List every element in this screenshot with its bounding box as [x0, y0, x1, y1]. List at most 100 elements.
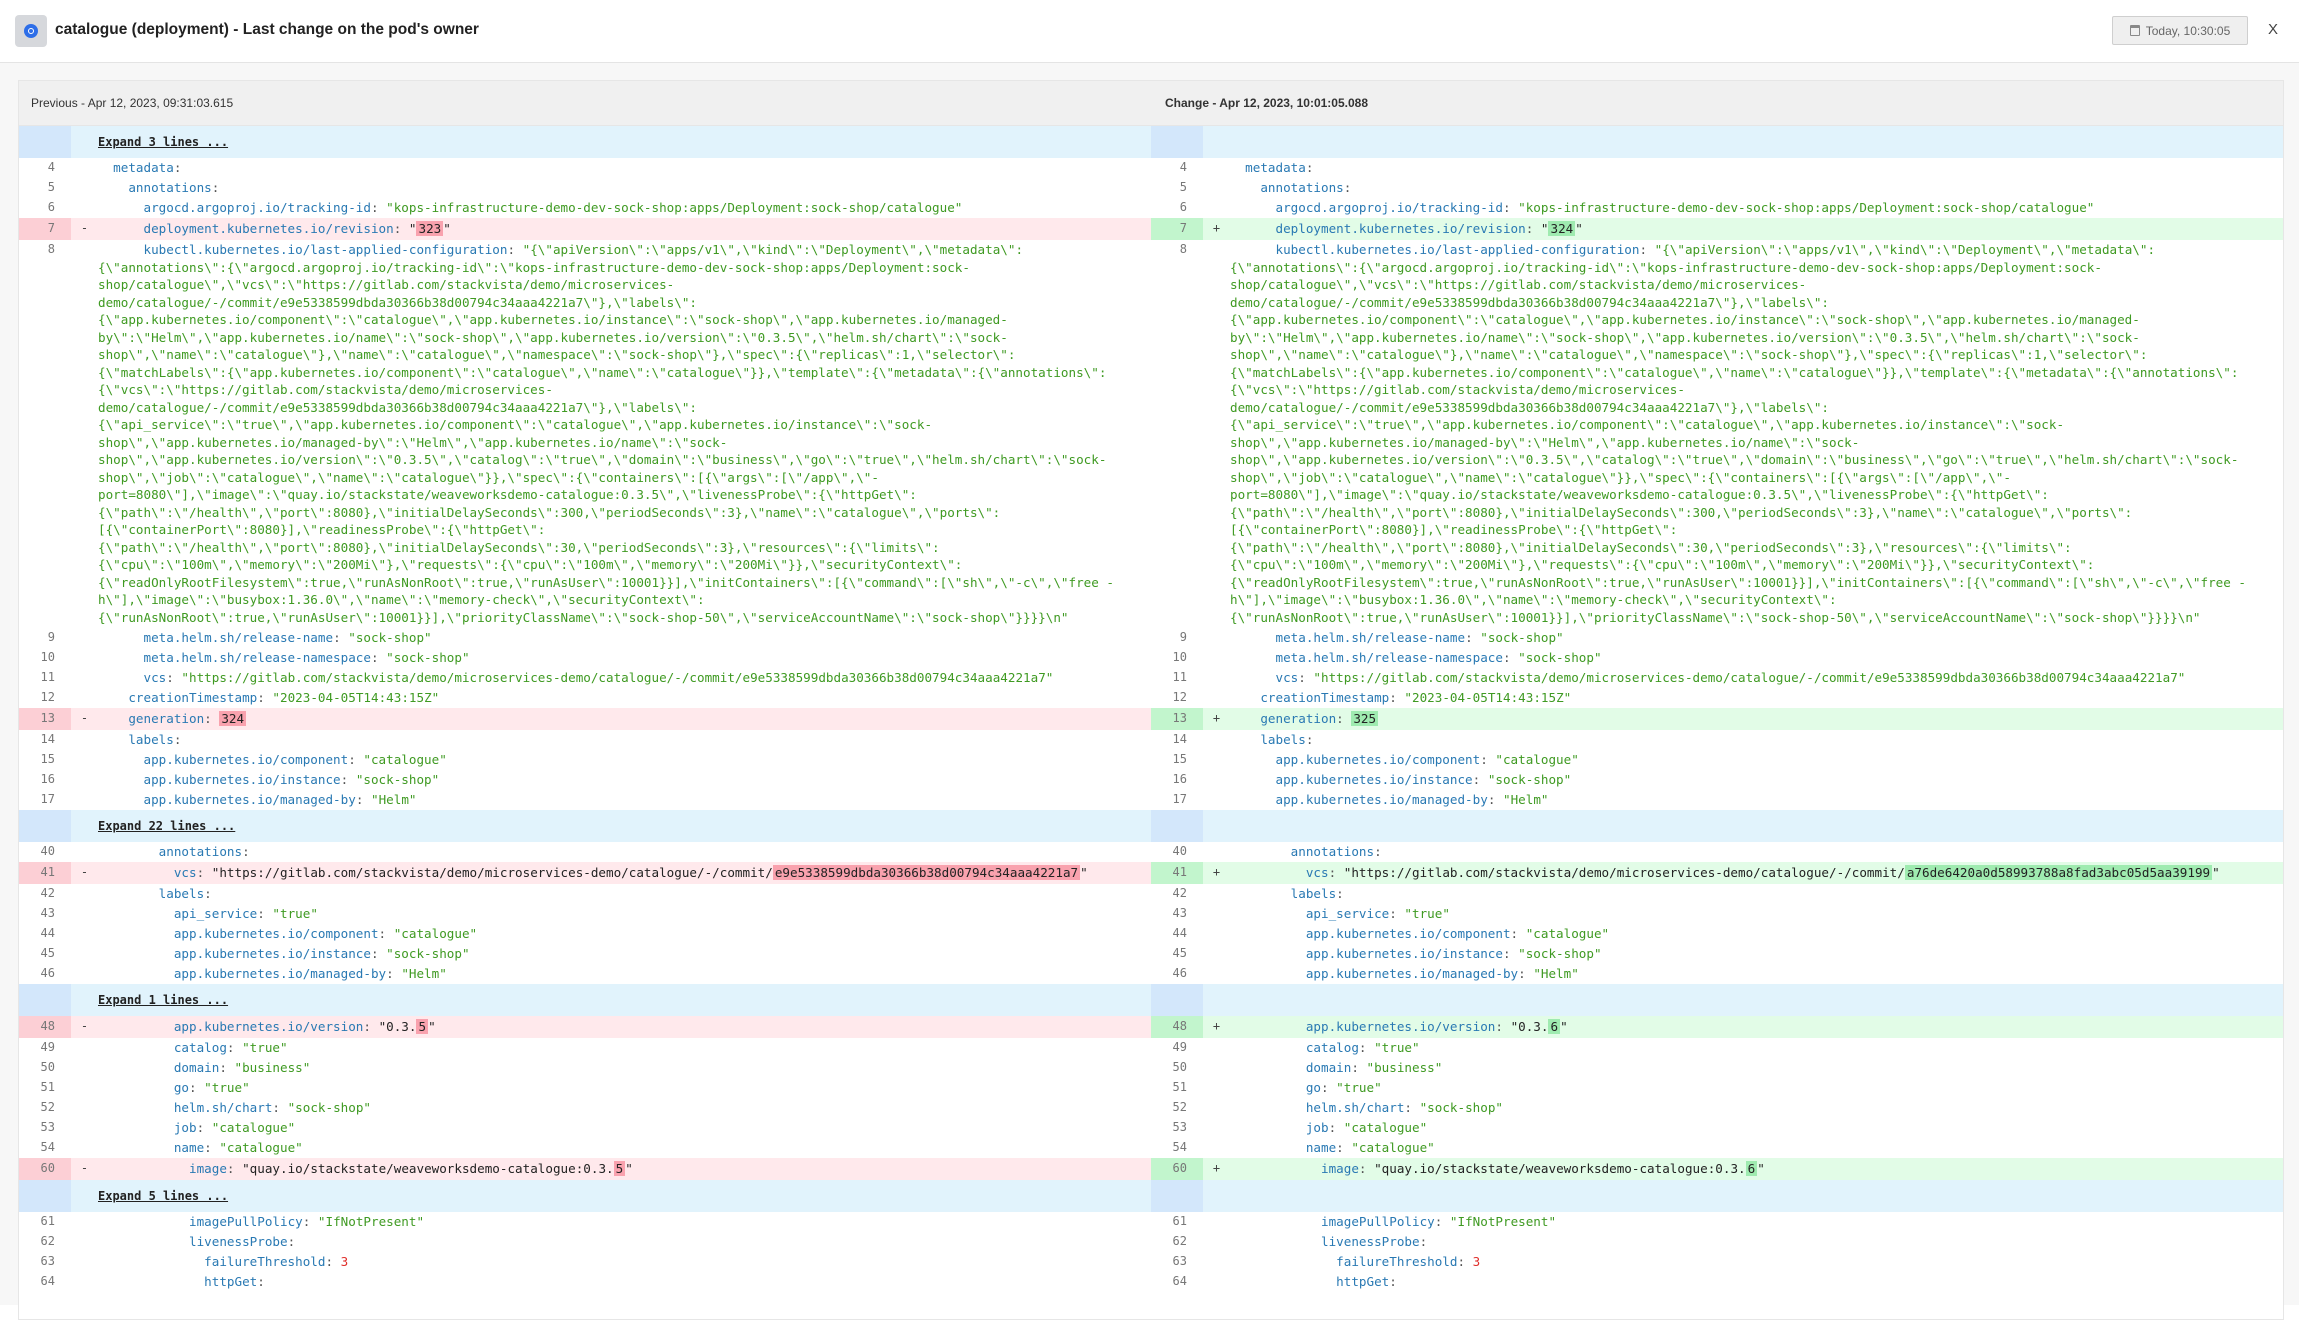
- code-line: annotations:: [1230, 178, 2283, 198]
- code-line: app.kubernetes.io/instance: "sock-shop": [1230, 944, 2283, 964]
- yaml-punctuation: :: [1321, 1079, 1337, 1095]
- time-selector-button[interactable]: Today, 10:30:05: [2112, 16, 2248, 45]
- yaml-punctuation: :: [189, 1079, 205, 1095]
- yaml-string: "Helm": [1533, 965, 1579, 981]
- yaml-key: generation: [1260, 710, 1337, 726]
- yaml-key: go: [1305, 1079, 1321, 1095]
- code-line: catalog: "true": [98, 1038, 1151, 1058]
- line-number: 10: [40, 649, 55, 664]
- yaml-string: "2023-04-05T14:43:15Z": [272, 689, 440, 705]
- yaml-value: ": [1540, 221, 1549, 237]
- diff-sign: [1203, 1078, 1230, 1098]
- expand-gutter: [19, 1179, 71, 1212]
- yaml-key: metadata: [113, 160, 174, 176]
- yaml-punctuation: [1230, 865, 1306, 880]
- diff-sign: -: [71, 1015, 98, 1038]
- previous-line: 17 app.kubernetes.io/managed-by: "Helm": [19, 790, 1151, 810]
- yaml-punctuation: :: [204, 710, 220, 726]
- code-line: app.kubernetes.io/managed-by: "Helm": [98, 964, 1151, 984]
- line-number: 14: [1172, 731, 1187, 746]
- previous-line: 6 argocd.argoproj.io/tracking-id: "kops-…: [19, 198, 1151, 218]
- yaml-string: "sock-shop": [287, 1099, 371, 1115]
- diff-sign: [1203, 1098, 1230, 1118]
- yaml-number: 3: [1472, 1253, 1481, 1269]
- yaml-punctuation: :: [1495, 1018, 1511, 1034]
- diff-highlight: 5: [613, 1160, 626, 1176]
- line-number: 41: [19, 861, 71, 884]
- expand-lines-link[interactable]: Expand 1 lines ...: [98, 992, 229, 1007]
- yaml-string: "sock-shop": [348, 629, 432, 645]
- line-number: 9: [1179, 629, 1187, 644]
- yaml-string: "true": [1374, 1039, 1420, 1055]
- yaml-punctuation: :: [507, 242, 523, 258]
- diff-sign: [1203, 842, 1230, 862]
- code-line: go: "true": [1230, 1078, 2283, 1098]
- diff-sign: +: [1203, 707, 1230, 730]
- expand-lines-link[interactable]: Expand 3 lines ...: [98, 135, 229, 149]
- close-button[interactable]: X: [2267, 21, 2278, 38]
- yaml-punctuation: [98, 1080, 174, 1095]
- line-number: 51: [40, 1079, 55, 1094]
- yaml-punctuation: :: [1480, 751, 1496, 767]
- expand-lines-link[interactable]: Expand 22 lines ...: [98, 818, 236, 833]
- previous-line: 9 meta.helm.sh/release-name: "sock-shop": [19, 628, 1151, 648]
- yaml-key: httpGet: [204, 1273, 258, 1289]
- expand-cell: Expand 3 lines ...: [98, 126, 1151, 158]
- yaml-punctuation: [1230, 690, 1260, 705]
- yaml-punctuation: :: [1465, 629, 1481, 645]
- expand-lines-link[interactable]: Expand 5 lines ...: [98, 1188, 229, 1203]
- yaml-string: "sock-shop": [1419, 1099, 1503, 1115]
- diff-row: 17 app.kubernetes.io/managed-by: "Helm" 1…: [19, 790, 2283, 810]
- yaml-key: app.kubernetes.io/instance: [1305, 945, 1503, 961]
- yaml-number: 3: [340, 1253, 349, 1269]
- expand-gutter: [19, 983, 71, 1016]
- yaml-string: "catalogue": [1525, 925, 1610, 941]
- diff-sign: [71, 688, 98, 708]
- diff-sign: [1203, 1138, 1230, 1158]
- yaml-punctuation: :: [242, 843, 250, 859]
- yaml-value: ": [625, 1160, 633, 1176]
- yaml-key: app.kubernetes.io/instance: [173, 945, 371, 961]
- diff-sign: +: [1203, 1157, 1230, 1180]
- yaml-key: argocd.argoproj.io/tracking-id: [143, 200, 371, 216]
- code-line: metadata:: [98, 158, 1151, 178]
- yaml-punctuation: :: [1404, 1099, 1420, 1115]
- changed-line: 64 httpGet:: [1151, 1272, 2283, 1292]
- yaml-punctuation: :: [1472, 771, 1488, 787]
- diff-sign: +: [1203, 1015, 1230, 1038]
- changed-line: 8 kubectl.kubernetes.io/last-applied-con…: [1151, 240, 2283, 628]
- previous-line: 64 httpGet:: [19, 1272, 1151, 1292]
- yaml-string: "Helm": [401, 965, 447, 981]
- yaml-punctuation: :: [226, 1039, 243, 1055]
- yaml-key: api_service: [1305, 905, 1390, 921]
- yaml-punctuation: :: [166, 669, 182, 685]
- line-number: 45: [1172, 945, 1187, 960]
- diff-sign: [71, 924, 98, 944]
- yaml-punctuation: [98, 242, 144, 257]
- yaml-key: failureThreshold: [1336, 1253, 1458, 1269]
- yaml-punctuation: [98, 946, 174, 961]
- line-number: 8: [1179, 242, 1187, 257]
- code-line: generation: 325: [1230, 707, 2283, 730]
- diff-row: 16 app.kubernetes.io/instance: "sock-sho…: [19, 770, 2283, 790]
- yaml-punctuation: :: [1343, 180, 1352, 196]
- changed-line: 52 helm.sh/chart: "sock-shop": [1151, 1098, 2283, 1118]
- code-line: image: "quay.io/stackstate/weaveworksdem…: [1230, 1157, 2283, 1180]
- deployment-icon: [15, 15, 47, 47]
- yaml-punctuation: :: [370, 200, 387, 216]
- yaml-key: deployment.kubernetes.io/revision: [1275, 221, 1526, 237]
- diff-highlight: e9e5338599dbda30366b38d00794c34aaa4221a7: [772, 864, 1081, 880]
- changed-line: 49 catalog: "true": [1151, 1038, 2283, 1058]
- yaml-string: "sock-shop": [1480, 629, 1564, 645]
- yaml-key: app.kubernetes.io/component: [143, 751, 349, 767]
- line-number: 7: [1151, 218, 1203, 240]
- diff-sign: [71, 240, 98, 628]
- diff-row: 60- image: "quay.io/stackstate/weavework…: [19, 1157, 2283, 1180]
- diff-sign: [1203, 668, 1230, 688]
- yaml-punctuation: :: [302, 1213, 318, 1229]
- code-line: app.kubernetes.io/component: "catalogue": [1230, 750, 2283, 770]
- code-line: app.kubernetes.io/component: "catalogue": [98, 750, 1151, 770]
- yaml-key: app.kubernetes.io/component: [1275, 751, 1481, 767]
- line-number: 63: [40, 1253, 55, 1268]
- changed-line: 14 labels:: [1151, 730, 2283, 750]
